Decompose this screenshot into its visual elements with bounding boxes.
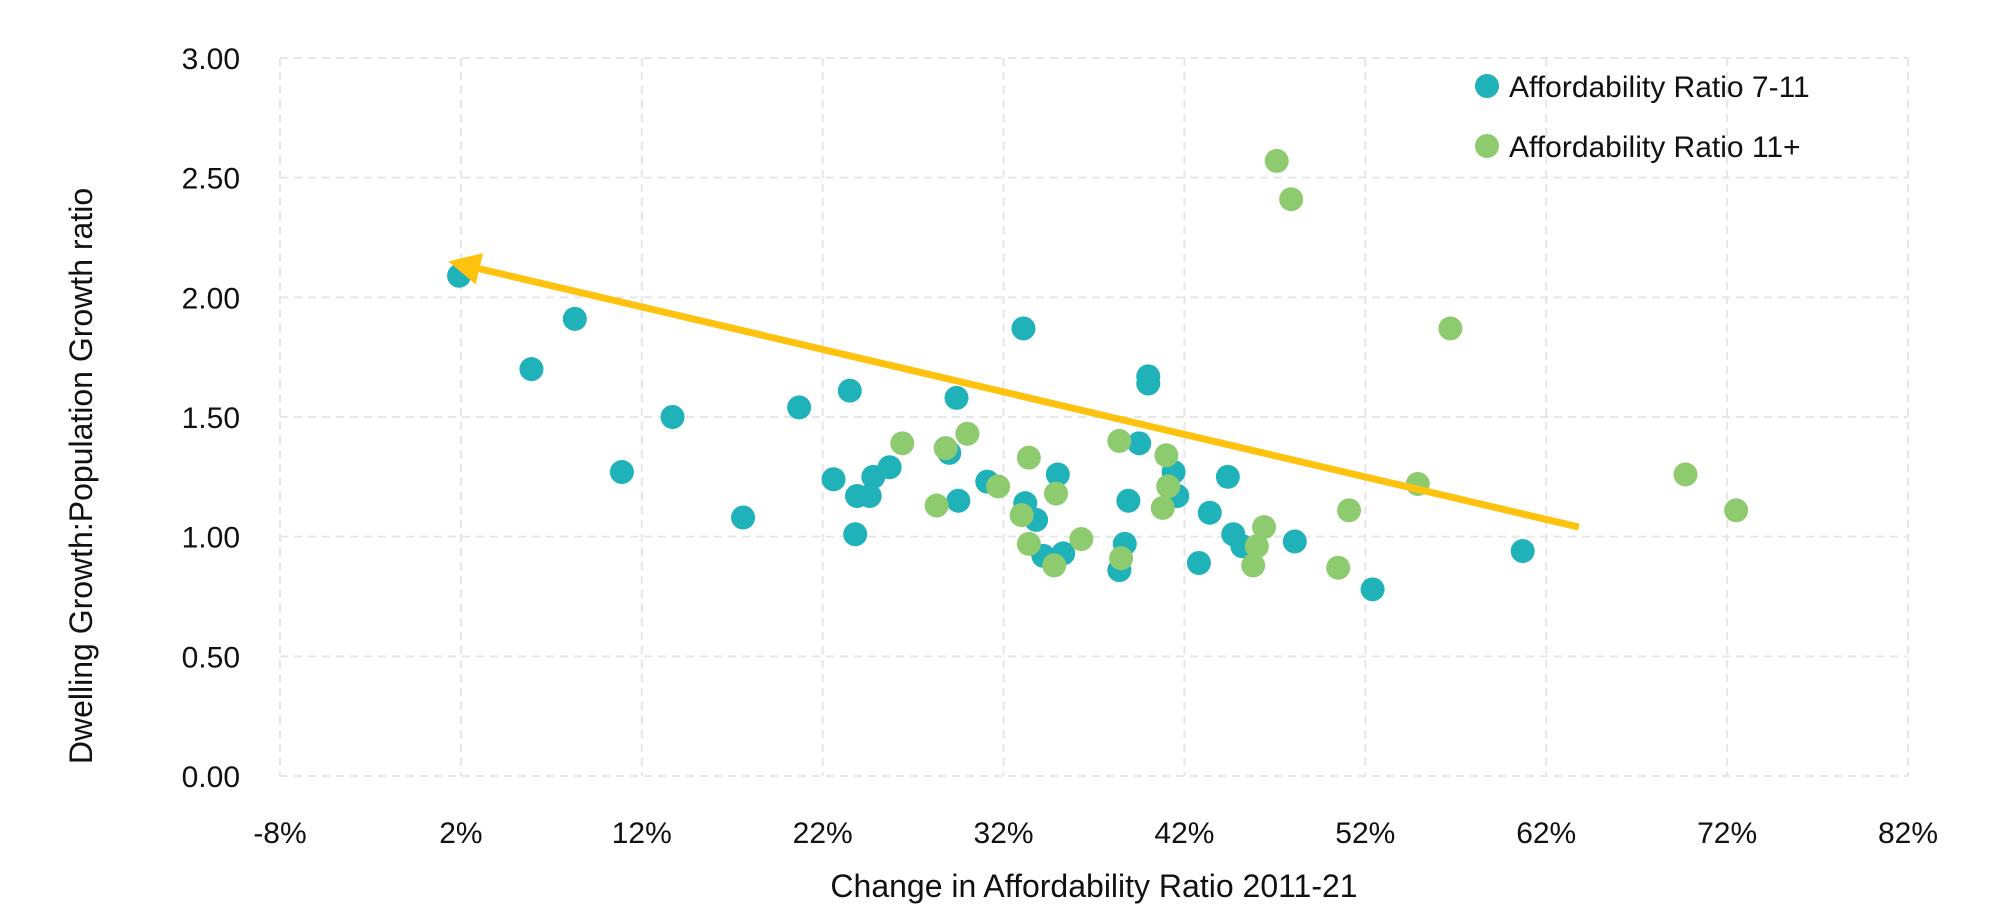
data-point-series-1 — [1510, 539, 1535, 564]
data-point-series-1 — [787, 395, 812, 420]
y-tick-label: 1.50 — [182, 402, 240, 435]
y-tick-label: 2.00 — [182, 282, 240, 315]
data-point-series-1 — [1136, 371, 1161, 396]
data-point-series-1 — [877, 455, 902, 480]
data-point-series-2 — [1109, 546, 1134, 571]
data-point-series-2 — [933, 436, 958, 461]
data-point-series-2 — [1241, 553, 1266, 578]
data-point-series-2 — [1044, 481, 1069, 506]
data-point-series-1 — [519, 357, 544, 382]
data-point-series-1 — [1215, 464, 1240, 489]
legend-label-series-2: Affordability Ratio 11+ — [1509, 131, 1801, 164]
data-point-series-2 — [1009, 503, 1034, 528]
data-point-series-1 — [1011, 316, 1036, 341]
x-tick-label: 62% — [1516, 817, 1576, 850]
y-axis-title: Dwelling Growth:Population Growth ratio — [63, 188, 99, 764]
x-tick-label: 2% — [439, 817, 482, 850]
x-tick-label: 12% — [612, 817, 672, 850]
data-point-series-2 — [1069, 527, 1094, 552]
data-point-series-1 — [1282, 529, 1307, 554]
data-point-series-1 — [946, 488, 971, 513]
data-point-series-2 — [1016, 531, 1041, 556]
data-point-series-2 — [1264, 148, 1289, 173]
y-tick-label: 2.50 — [182, 163, 240, 196]
x-tick-label: 52% — [1335, 817, 1395, 850]
x-tick-label: 42% — [1154, 817, 1214, 850]
data-point-series-1 — [1045, 462, 1070, 487]
data-point-series-1 — [731, 505, 756, 530]
data-point-series-2 — [1673, 462, 1698, 487]
legend: Affordability Ratio 7-11 Affordability R… — [1475, 71, 1810, 164]
data-point-series-2 — [1438, 316, 1463, 341]
x-tick-label: 32% — [974, 817, 1034, 850]
data-point-series-2 — [1724, 498, 1749, 523]
data-point-series-1 — [857, 483, 882, 508]
data-point-series-2 — [1042, 553, 1067, 578]
data-point-series-1 — [821, 467, 846, 492]
x-tick-label: 22% — [793, 817, 853, 850]
data-point-series-1 — [562, 306, 587, 331]
data-point-series-2 — [1154, 443, 1179, 468]
x-tick-label: 82% — [1878, 817, 1938, 850]
legend-label-series-1: Affordability Ratio 7-11 — [1509, 71, 1810, 104]
data-point-series-2 — [1252, 515, 1277, 540]
data-point-series-2 — [986, 474, 1011, 499]
data-point-series-1 — [1127, 431, 1152, 456]
data-point-series-1 — [609, 460, 634, 485]
data-point-series-2 — [1150, 495, 1175, 520]
data-point-series-2 — [1244, 534, 1269, 559]
grid — [279, 57, 1909, 777]
x-axis-title: Change in Affordability Ratio 2011-21 — [830, 868, 1357, 904]
data-point-series-1 — [843, 522, 868, 547]
y-tick-label: 0.50 — [182, 641, 240, 674]
x-tick-labels: -8% 2% 12% 22% 32% 42% 52% 62% 72% 82% — [253, 817, 1938, 850]
data-point-series-2 — [1326, 555, 1351, 580]
data-point-series-1 — [837, 378, 862, 403]
legend-marker-series-1 — [1475, 74, 1499, 98]
data-point-series-2 — [1279, 187, 1304, 212]
legend-marker-series-2 — [1475, 134, 1499, 158]
data-point-series-2 — [890, 431, 915, 456]
data-point-series-1 — [1116, 488, 1141, 513]
x-tick-label: -8% — [253, 817, 306, 850]
data-point-series-1 — [1197, 500, 1222, 525]
data-point-series-2 — [1337, 498, 1362, 523]
data-points — [447, 148, 1749, 602]
data-point-series-2 — [924, 493, 949, 518]
trend-arrow-line — [478, 265, 1580, 531]
y-tick-labels: 0.00 0.50 1.00 1.50 2.00 2.50 3.00 — [182, 43, 240, 794]
trend-arrow — [448, 253, 1580, 531]
data-point-series-1 — [660, 405, 685, 429]
trend-arrow-head — [448, 253, 484, 285]
data-point-series-2 — [1107, 428, 1132, 453]
y-tick-label: 0.00 — [182, 761, 240, 794]
y-tick-label: 1.00 — [182, 522, 240, 555]
data-point-series-1 — [1186, 550, 1211, 575]
data-point-series-1 — [944, 385, 969, 410]
data-point-series-2 — [955, 421, 980, 446]
x-tick-label: 72% — [1697, 817, 1757, 850]
data-point-series-1 — [1360, 577, 1385, 602]
data-point-series-2 — [1016, 445, 1041, 470]
data-point-series-2 — [1156, 474, 1181, 499]
y-tick-label: 3.00 — [182, 43, 240, 76]
